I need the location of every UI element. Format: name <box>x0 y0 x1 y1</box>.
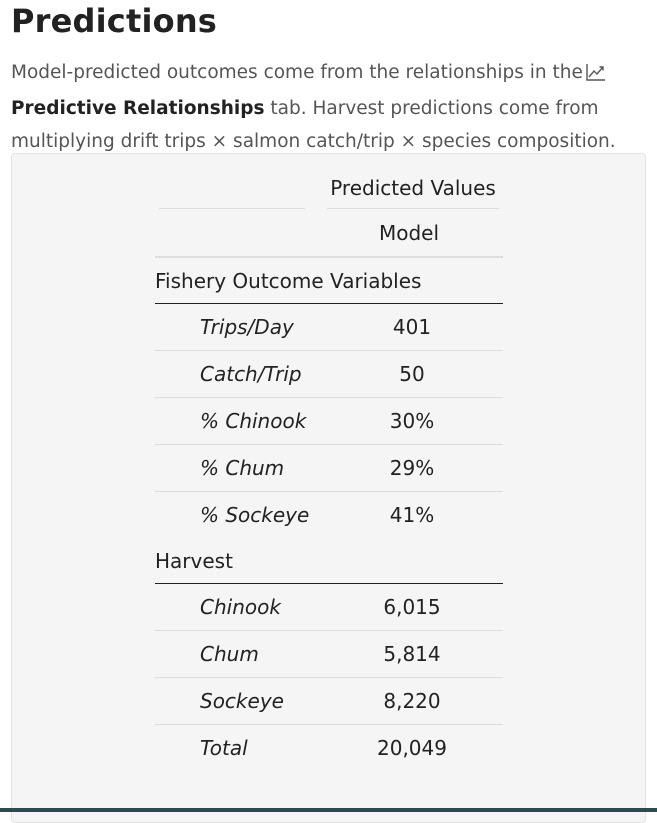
row-label: % Sockeye <box>200 503 310 527</box>
table-row: Chum 5,814 <box>155 630 503 678</box>
predictive-relationships-tab-link[interactable]: Predictive Relationships <box>11 98 265 119</box>
blank-column-header <box>155 210 315 258</box>
row-label: Sockeye <box>155 677 315 725</box>
row-value: 29% <box>315 444 503 492</box>
intro-part2: tab. Harvest predictions come from multi… <box>11 98 616 152</box>
section-title: Fishery Outcome Variables <box>155 257 503 304</box>
table-row: % Chum 29% <box>155 444 503 492</box>
table-column-header-row: Model <box>155 210 503 258</box>
table-row: % Chinook 30% <box>155 397 503 445</box>
row-label: Trips/Day <box>155 303 315 351</box>
table-row: Trips/Day 401 <box>155 303 503 351</box>
section-title: Harvest <box>155 538 503 584</box>
intro-text: Model-predicted outcomes come from the r… <box>11 56 641 158</box>
row-value: 41% <box>389 503 435 527</box>
row-value: 20,049 <box>377 736 447 760</box>
table-row: Total 20,049 <box>155 725 503 772</box>
predictions-panel: Predicted Values Model Fishery Outcome V… <box>11 153 646 823</box>
chart-line-icon <box>586 59 606 92</box>
predictions-table: Predicted Values Model Fishery Outcome V… <box>155 166 503 771</box>
section-header-row: Fishery Outcome Variables <box>155 257 503 304</box>
row-value: 30% <box>315 397 503 445</box>
section-header-row: Harvest <box>155 538 503 584</box>
empty-header-cell <box>155 166 315 210</box>
row-value: 50 <box>315 350 503 398</box>
model-column-header: Model <box>315 210 503 258</box>
table-row: Sockeye 8,220 <box>155 677 503 725</box>
row-label: Total <box>200 736 248 760</box>
table-row: % Sockeye 41% <box>155 492 503 539</box>
row-label: % Chum <box>155 444 315 492</box>
row-label: Chum <box>155 630 315 678</box>
intro-part1: Model-predicted outcomes come from the r… <box>11 62 583 83</box>
table-row: Chinook 6,015 <box>155 583 503 631</box>
predicted-values-header: Predicted Values <box>315 166 503 210</box>
row-label: Catch/Trip <box>155 350 315 398</box>
footer-strip <box>0 808 657 812</box>
row-label: Chinook <box>155 583 315 631</box>
row-value: 6,015 <box>315 583 503 631</box>
page-title: Predictions <box>11 2 218 40</box>
row-value: 401 <box>315 303 503 351</box>
row-value: 8,220 <box>315 677 503 725</box>
row-value: 5,814 <box>315 630 503 678</box>
table-row: Catch/Trip 50 <box>155 350 503 398</box>
row-label: % Chinook <box>155 397 315 445</box>
table-group-header-row: Predicted Values <box>155 166 503 210</box>
